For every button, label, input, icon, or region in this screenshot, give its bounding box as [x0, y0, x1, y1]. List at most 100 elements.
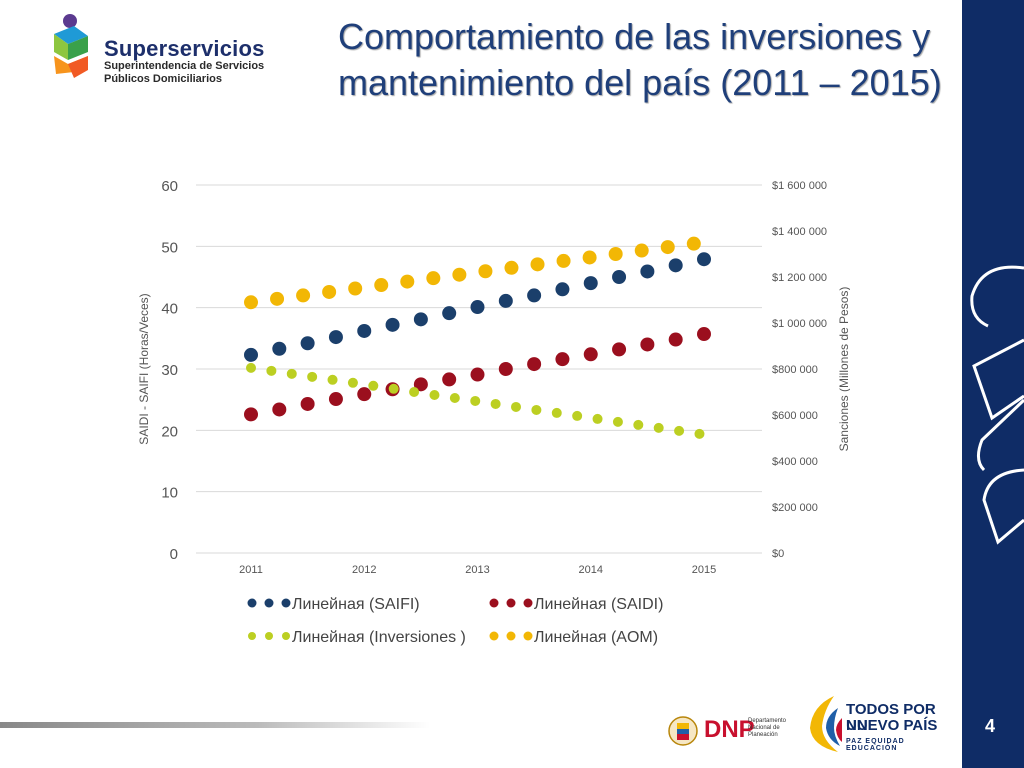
y-right-tick-label: $800 000 [772, 364, 818, 376]
data-point [592, 413, 603, 424]
data-point [409, 387, 420, 397]
data-point [527, 288, 542, 303]
x-tick-label: 2012 [352, 564, 376, 576]
data-point [357, 323, 372, 338]
data-point [640, 264, 655, 279]
y-right-tick-label: $1 000 000 [772, 318, 827, 330]
data-point [555, 352, 570, 367]
data-point [328, 330, 343, 345]
data-point [668, 332, 683, 347]
data-point [266, 365, 277, 376]
y-right-axis-title: Sanciones (Millones de Pesos) [837, 287, 850, 452]
legend-marker [264, 598, 274, 608]
y-left-axis-title: SAIDI - SAIFI (Horas/Veces) [137, 293, 151, 444]
data-point [498, 362, 513, 376]
data-point [385, 317, 400, 332]
data-point [244, 295, 258, 310]
legend-label: Линейная (Inversiones ) [292, 629, 466, 646]
dnp-subtitle: Departamento Nacional de Planeación [748, 718, 787, 738]
data-point [470, 395, 481, 406]
data-point [634, 243, 649, 258]
data-point [388, 383, 399, 394]
tpn-line3: PAZ EQUIDAD EDUCACIÓN [846, 738, 905, 752]
data-point [530, 257, 545, 272]
data-point [498, 293, 513, 308]
data-point [374, 278, 389, 293]
legend-marker [523, 598, 533, 608]
x-tick-label: 2013 [465, 564, 489, 576]
data-point [328, 392, 343, 407]
data-point [555, 282, 570, 297]
logo-subtitle-line2: Públicos Domiciliarios [104, 73, 222, 85]
data-point [697, 252, 711, 267]
slide-title: Comportamiento de las inversiones y mant… [338, 16, 942, 103]
data-point [511, 401, 522, 412]
data-point [583, 347, 598, 362]
data-point [504, 260, 519, 275]
y-left-tick-label: 40 [161, 301, 178, 318]
logo-subtitle-line1: Superintendencia de Servicios [104, 60, 265, 72]
data-point [413, 312, 428, 327]
data-point [478, 264, 493, 279]
tpn-line1: TODOS POR UN [846, 701, 936, 734]
y-right-tick-label: $1 400 000 [772, 226, 827, 238]
data-point [653, 422, 664, 433]
legend-marker [523, 631, 533, 641]
legend-marker [282, 632, 290, 640]
data-point [556, 253, 571, 268]
colombia-shield-icon [668, 716, 698, 746]
data-point [426, 271, 441, 286]
legend-marker [506, 598, 516, 608]
y-right-tick-label: $400 000 [772, 456, 818, 468]
legend-marker [247, 598, 257, 608]
data-point [300, 336, 315, 351]
data-point [668, 258, 683, 273]
data-point [400, 274, 415, 289]
data-point [327, 374, 338, 385]
legend-label: Линейная (AOM) [534, 629, 658, 646]
superservicios-emblem-icon [54, 14, 88, 78]
data-point [246, 362, 256, 373]
superservicios-logo: Superservicios Superintendencia de Servi… [44, 12, 294, 92]
legend-marker [248, 632, 256, 640]
investment-chart: 0 10 20 30 40 50 60 $0 $200 000 $400 000 $600 000 $… [137, 178, 850, 646]
legend-marker [281, 598, 291, 608]
data-point [490, 398, 501, 409]
data-point [357, 387, 372, 402]
data-point [470, 300, 485, 315]
data-point [697, 327, 711, 342]
legend-label: Линейная (SAIDI) [534, 596, 663, 613]
data-point [660, 240, 675, 255]
data-point [640, 337, 655, 352]
y-right-tick-label: $1 200 000 [772, 272, 827, 284]
data-point [368, 380, 379, 391]
x-tick-label: 2014 [579, 564, 603, 576]
data-point [300, 396, 315, 411]
y-right-tick-label: $200 000 [772, 502, 818, 514]
data-point [244, 407, 258, 422]
data-point [307, 371, 318, 382]
data-point [694, 428, 705, 439]
y-left-tick-label: 60 [161, 178, 178, 195]
data-point [633, 419, 644, 430]
legend-label: Линейная (SAIFI) [292, 596, 420, 613]
band-outline-shapes-icon [970, 265, 1024, 545]
legend-marker [265, 632, 273, 640]
data-point [347, 377, 358, 388]
y-right-tick-label: $1 600 000 [772, 180, 827, 192]
todos-por-un-nuevo-pais-logo: TODOS POR UN NUEVO PAÍS PAZ EQUIDAD EDUC… [804, 692, 954, 754]
data-point [612, 342, 627, 357]
y-left-tick-label: 50 [161, 239, 178, 256]
data-point [296, 288, 311, 303]
data-point [608, 247, 623, 261]
data-point [442, 306, 457, 321]
data-point [413, 377, 428, 392]
tpn-line2: NUEVO PAÍS [846, 717, 938, 734]
legend-marker [506, 631, 516, 641]
y-right-tick-label: $600 000 [772, 410, 818, 422]
y-left-tick-label: 10 [161, 485, 178, 502]
x-tick-label: 2015 [692, 564, 716, 576]
data-point [572, 410, 583, 421]
data-point [272, 402, 287, 417]
y-left-tick-label: 20 [161, 423, 178, 440]
